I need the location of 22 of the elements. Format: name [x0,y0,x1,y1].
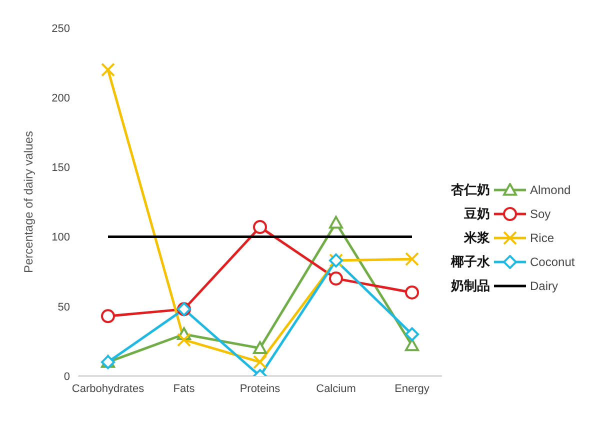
y-tick-label: 0 [64,370,70,383]
y-tick-label: 250 [52,22,70,35]
x-tick-label: Carbohydrates [72,382,145,395]
text: 奶制品 [450,277,490,295]
text: 椰子水 [450,253,490,271]
y-axis-title: Percentage of dairy values [21,130,36,274]
x-tick-label: Proteins [240,382,281,395]
y-tick-label: 150 [52,162,70,174]
legend-label: Almond [530,183,571,197]
y-tick-label: 200 [52,92,70,105]
legend-label: Rice [530,231,554,245]
legend-label: Soy [530,207,551,221]
legend-label: Dairy [530,279,558,293]
x-tick-label: Calcium [316,382,356,395]
text: 米浆 [462,229,490,247]
text: 杏仁奶 [450,181,490,199]
x-tick-label: Fats [173,382,196,395]
y-tick-label: 100 [52,232,70,244]
y-tick-label: 50 [58,301,70,314]
text: 豆奶 [463,205,490,223]
x-tick-label: Energy [394,382,430,395]
legend-label: Coconut [530,255,575,269]
